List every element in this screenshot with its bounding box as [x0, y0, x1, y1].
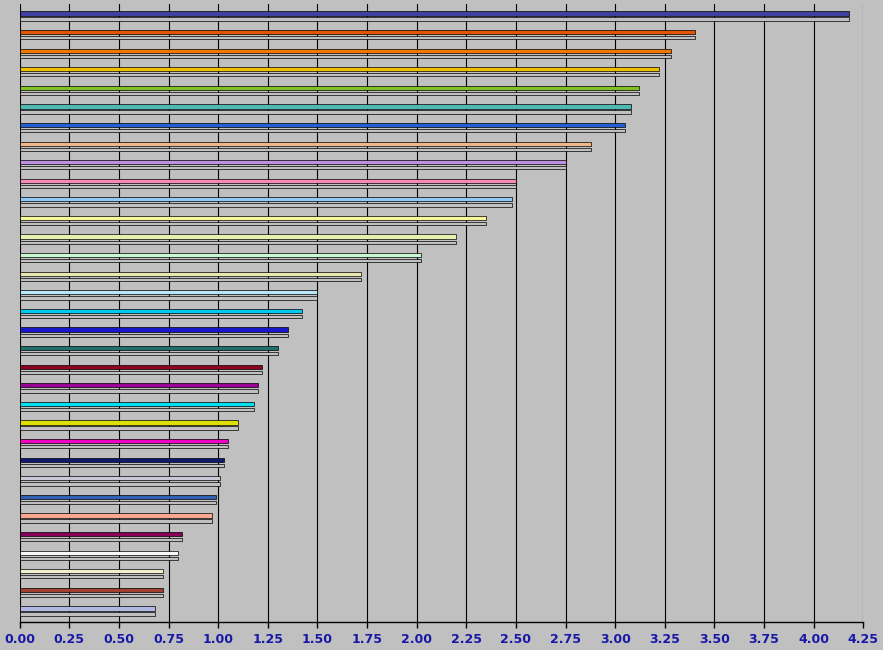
Bar [19, 402, 254, 406]
Bar [19, 36, 695, 39]
Bar [19, 216, 487, 220]
Bar [19, 445, 228, 448]
Bar [19, 588, 162, 592]
Bar [19, 160, 566, 164]
Bar [19, 30, 695, 34]
Bar [19, 55, 671, 58]
Bar [19, 370, 262, 374]
Bar [19, 476, 220, 480]
Bar [19, 501, 216, 504]
Bar [19, 333, 288, 337]
Bar [19, 67, 659, 72]
Bar [19, 309, 302, 313]
Bar [19, 458, 224, 461]
Bar [19, 148, 592, 151]
Bar [19, 463, 224, 467]
Bar [19, 123, 625, 127]
Bar [19, 495, 216, 499]
Bar [19, 18, 849, 21]
Bar [19, 426, 238, 430]
Bar [19, 296, 317, 300]
Bar [19, 519, 212, 523]
Bar [19, 556, 178, 560]
Bar [19, 142, 592, 146]
Bar [19, 421, 238, 424]
Bar [19, 389, 258, 393]
Bar [19, 203, 512, 207]
Bar [19, 92, 639, 95]
Bar [19, 111, 631, 114]
Bar [19, 575, 162, 578]
Bar [19, 606, 155, 610]
Bar [19, 259, 420, 263]
Bar [19, 532, 183, 536]
Bar [19, 346, 278, 350]
Bar [19, 222, 487, 225]
Bar [19, 365, 262, 369]
Bar [19, 272, 361, 276]
Bar [19, 179, 516, 183]
Bar [19, 514, 212, 517]
Bar [19, 86, 639, 90]
Bar [19, 278, 361, 281]
Bar [19, 439, 228, 443]
Bar [19, 569, 162, 573]
Bar [19, 129, 625, 132]
Bar [19, 408, 254, 411]
Bar [19, 315, 302, 318]
Bar [19, 612, 155, 616]
Bar [19, 11, 849, 16]
Bar [19, 235, 457, 239]
Bar [19, 538, 183, 541]
Bar [19, 291, 317, 294]
Bar [19, 594, 162, 597]
Bar [19, 384, 258, 387]
Bar [19, 73, 659, 77]
Bar [19, 198, 512, 202]
Bar [19, 240, 457, 244]
Bar [19, 551, 178, 555]
Bar [19, 328, 288, 332]
Bar [19, 49, 671, 53]
Bar [19, 166, 566, 170]
Bar [19, 482, 220, 486]
Bar [19, 352, 278, 356]
Bar [19, 253, 420, 257]
Bar [19, 105, 631, 109]
Bar [19, 185, 516, 188]
